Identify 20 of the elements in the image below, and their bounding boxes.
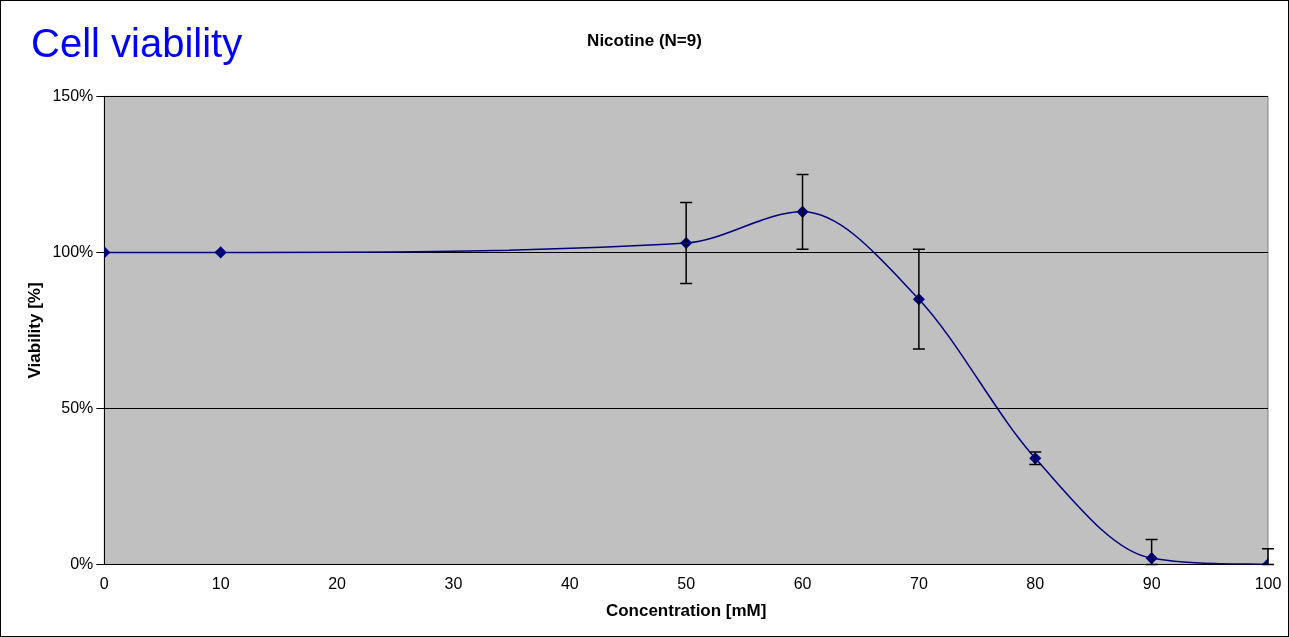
x-tick-label: 40 — [560, 575, 579, 593]
chart-subtitle: Nicotine (N=9) — [587, 30, 702, 50]
y-tick-label: 0% — [70, 554, 94, 572]
x-tick-label: 10 — [211, 575, 230, 593]
x-tick-label: 50 — [677, 575, 696, 593]
x-tick-label: 100 — [1254, 575, 1282, 593]
point — [214, 246, 227, 259]
x-tick-label: 80 — [1026, 575, 1045, 593]
x-tick-label: 30 — [444, 575, 463, 593]
x-tick-label: 20 — [328, 575, 347, 593]
x-tick-label: 60 — [793, 575, 812, 593]
y-tick-label: 150% — [52, 86, 94, 104]
chart-title: Cell viability — [31, 21, 243, 66]
y-tick-label: 100% — [52, 242, 94, 260]
y-axis-title: Viability [%] — [24, 282, 44, 379]
y-tick-label: 50% — [61, 398, 94, 416]
x-tick-label: 0 — [99, 575, 109, 593]
x-axis-title: Concentration [mM] — [605, 601, 767, 621]
x-tick-label: 90 — [1142, 575, 1161, 593]
x-tick-label: 70 — [910, 575, 928, 593]
